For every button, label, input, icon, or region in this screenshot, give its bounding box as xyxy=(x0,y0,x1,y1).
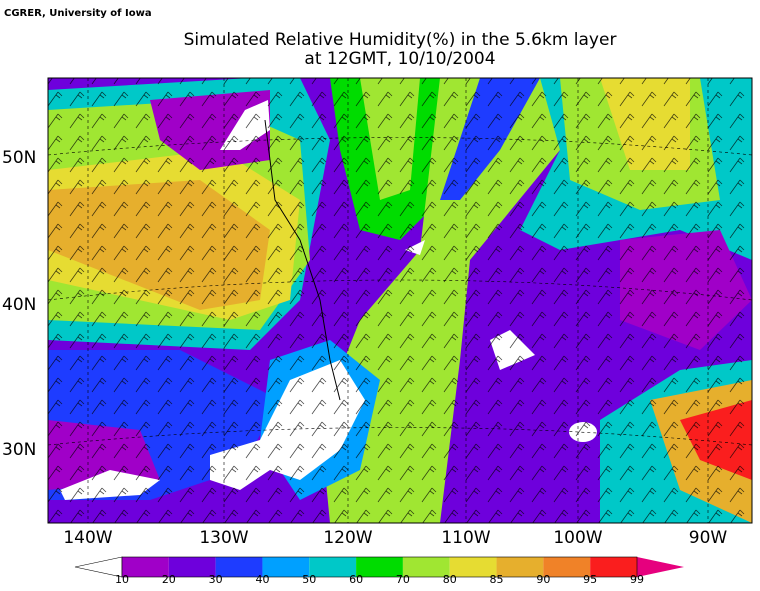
colorbar-label: 90 xyxy=(536,573,550,586)
colorbar-segment xyxy=(215,557,263,577)
colorbar-segment xyxy=(262,557,310,577)
colorbar-label: 80 xyxy=(443,573,457,586)
latitude-label: 30N xyxy=(2,440,36,460)
colorbar-label: 85 xyxy=(490,573,504,586)
latitude-label: 50N xyxy=(2,148,36,168)
colorbar-segment xyxy=(543,557,591,577)
subtitle: at 12GMT, 10/10/2004 xyxy=(304,49,495,69)
humidity-map xyxy=(48,78,752,523)
credit: CGRER, University of Iowa xyxy=(4,8,152,19)
colorbar-label: 20 xyxy=(162,573,176,586)
colorbar-label: 40 xyxy=(255,573,269,586)
colorbar-segment xyxy=(356,557,403,577)
colorbar-over xyxy=(637,557,684,577)
longitude-labels: 140W 130W 120W 110W 100W 90W xyxy=(63,528,727,548)
colorbar-label: 70 xyxy=(396,573,410,586)
colorbar-frame xyxy=(121,556,638,578)
colorbar-segment xyxy=(309,557,357,577)
latitude-label: 40N xyxy=(2,295,36,315)
colorbar-label: 30 xyxy=(209,573,223,586)
colorbar-segment xyxy=(168,557,216,577)
colorbar-label: 10 xyxy=(115,573,129,586)
colorbar-segment xyxy=(496,557,544,577)
colorbar-label: 60 xyxy=(349,573,363,586)
longitude-label: 140W xyxy=(63,528,112,548)
latitude-labels: 50N 40N 30N xyxy=(2,148,36,460)
longitude-label: 130W xyxy=(199,528,248,548)
longitude-label: 100W xyxy=(553,528,602,548)
longitude-label: 90W xyxy=(689,528,728,548)
map-frame xyxy=(47,77,753,524)
colorbar: 10 20 30 40 50 60 70 80 85 90 95 99 xyxy=(74,556,684,586)
colorbar-label: 95 xyxy=(583,573,597,586)
title: Simulated Relative Humidity(%) in the 5.… xyxy=(184,30,617,50)
colorbar-segment xyxy=(402,557,450,577)
colorbar-label: 50 xyxy=(302,573,316,586)
longitude-label: 120W xyxy=(323,528,372,548)
colorbar-segment xyxy=(122,557,169,577)
colorbar-segment xyxy=(449,557,497,577)
longitude-label: 110W xyxy=(441,528,490,548)
colorbar-segment xyxy=(590,557,637,577)
colorbar-label: 99 xyxy=(630,573,644,586)
